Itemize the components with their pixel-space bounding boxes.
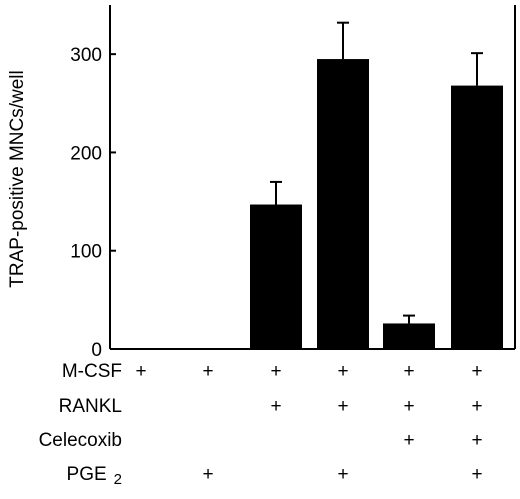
condition-mark: + (471, 464, 482, 485)
condition-mark: + (471, 396, 482, 417)
y-ticks-group: 0 100 200 300 (70, 45, 116, 361)
y-tick-label: 0 (91, 340, 102, 361)
condition-mark: + (202, 361, 213, 382)
y-tick-label: 200 (70, 143, 102, 164)
condition-mark: + (403, 361, 414, 382)
condition-label: M-CSF (62, 361, 122, 382)
condition-mark: + (202, 464, 213, 485)
condition-mark: + (135, 361, 146, 382)
y-axis-label: TRAP-positive MNCs/well (7, 70, 28, 287)
condition-table: M-CSF + + + + + + RANKL + + + + Celecoxib + + PGE 2 + + + (39, 361, 483, 488)
bar (317, 59, 369, 350)
condition-mark: + (471, 361, 482, 382)
condition-mark: + (337, 361, 348, 382)
condition-mark: + (403, 430, 414, 451)
condition-mark: + (403, 396, 414, 417)
condition-mark: + (337, 396, 348, 417)
condition-label: RANKL (59, 396, 122, 417)
bar (250, 204, 302, 349)
axes-group (109, 5, 516, 350)
condition-mark: + (471, 430, 482, 451)
bars-group (115, 59, 503, 350)
bar (383, 323, 435, 349)
bar (451, 85, 503, 349)
y-tick-label: 100 (70, 242, 102, 263)
condition-label: Celecoxib (39, 430, 122, 451)
condition-mark: + (270, 396, 281, 417)
condition-mark: + (270, 361, 281, 382)
condition-mark: + (337, 464, 348, 485)
error-bars-group (270, 21, 483, 324)
y-tick-label: 300 (70, 45, 102, 66)
condition-label: PGE 2 (67, 464, 122, 488)
